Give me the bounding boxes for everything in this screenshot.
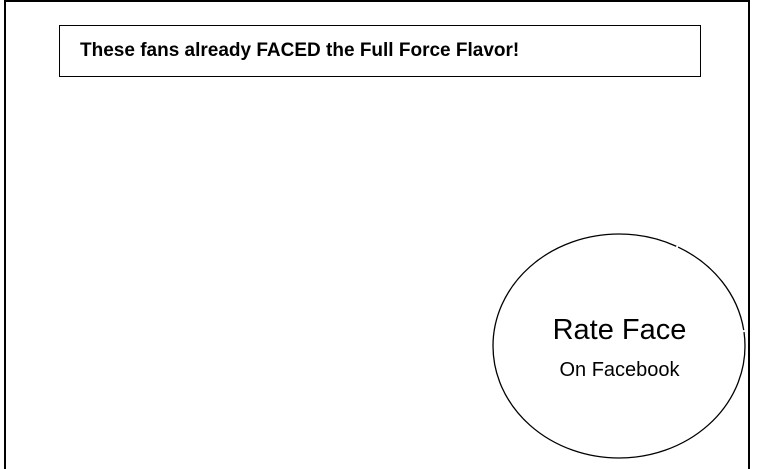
rate-badge-title: Rate Face xyxy=(552,314,687,346)
rate-badge-subtitle: On Facebook xyxy=(559,359,680,381)
headline-box: These fans already FACED the Full Force … xyxy=(59,25,701,77)
headline-text: These fans already FACED the Full Force … xyxy=(80,40,520,61)
